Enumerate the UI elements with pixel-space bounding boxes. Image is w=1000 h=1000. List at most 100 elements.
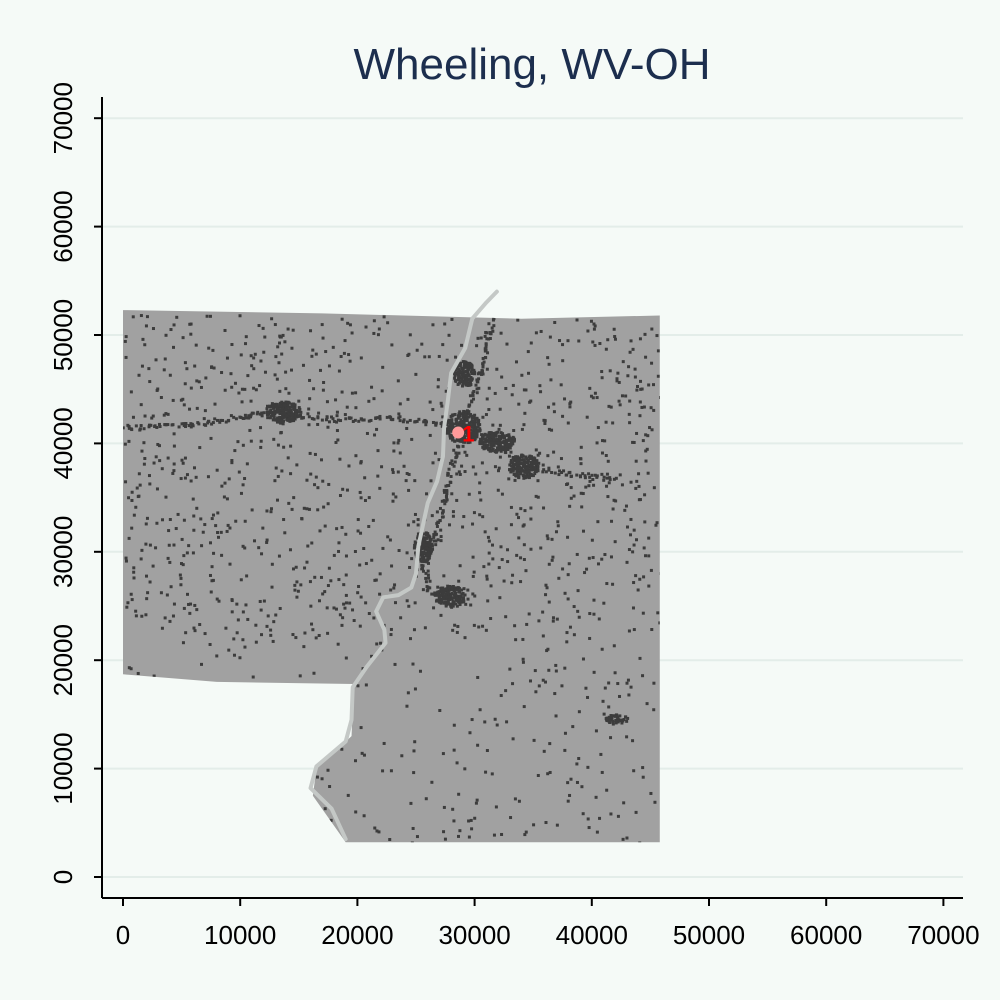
developed-pixel — [536, 479, 540, 483]
developed-pixel — [451, 807, 455, 811]
developed-pixel — [626, 374, 630, 378]
developed-pixel — [457, 470, 461, 474]
developed-pixel — [132, 576, 136, 580]
developed-pixel — [467, 381, 471, 385]
developed-pixel — [570, 474, 574, 478]
developed-pixel — [554, 714, 558, 718]
developed-pixel — [208, 314, 212, 318]
developed-pixel — [195, 506, 199, 510]
developed-pixel — [466, 374, 470, 378]
developed-pixel — [487, 386, 491, 390]
developed-pixel — [509, 816, 513, 820]
developed-pixel — [584, 485, 588, 489]
developed-pixel — [416, 536, 420, 540]
developed-pixel — [546, 454, 550, 458]
developed-pixel — [446, 592, 450, 596]
y-tick-label: 0 — [48, 870, 78, 884]
developed-pixel — [521, 657, 525, 661]
developed-pixel — [578, 457, 582, 461]
developed-pixel — [343, 606, 347, 610]
developed-pixel — [398, 402, 402, 406]
developed-pixel — [450, 597, 454, 601]
developed-pixel — [450, 459, 454, 463]
y-tick-label: 10000 — [48, 732, 78, 804]
developed-pixel — [316, 508, 320, 512]
developed-pixel — [249, 415, 253, 419]
developed-pixel — [561, 414, 565, 418]
developed-pixel — [416, 532, 420, 536]
developed-pixel — [288, 414, 292, 418]
developed-pixel — [423, 560, 427, 564]
x-tick-label: 20000 — [321, 920, 393, 950]
developed-pixel — [223, 388, 227, 392]
developed-pixel — [172, 323, 176, 327]
developed-pixel — [464, 430, 468, 434]
developed-pixel — [372, 319, 376, 323]
developed-pixel — [293, 417, 297, 421]
developed-pixel — [592, 598, 596, 602]
developed-pixel — [493, 391, 497, 395]
developed-pixel — [430, 542, 434, 546]
developed-pixel — [416, 523, 420, 527]
developed-pixel — [587, 556, 591, 560]
developed-pixel — [625, 560, 629, 564]
developed-pixel — [250, 411, 254, 415]
developed-pixel — [640, 405, 644, 409]
developed-pixel — [174, 527, 178, 531]
developed-pixel — [455, 761, 459, 765]
developed-pixel — [631, 739, 635, 743]
developed-pixel — [631, 550, 635, 554]
developed-pixel — [183, 456, 187, 460]
developed-pixel — [409, 801, 413, 805]
developed-pixel — [228, 562, 232, 566]
developed-pixel — [446, 590, 450, 594]
developed-pixel — [281, 333, 285, 337]
developed-pixel — [642, 575, 646, 579]
developed-pixel — [461, 596, 465, 600]
developed-pixel — [294, 412, 298, 416]
developed-pixel — [521, 660, 525, 664]
developed-pixel — [164, 495, 168, 499]
developed-pixel — [318, 529, 322, 533]
developed-pixel — [476, 743, 480, 747]
developed-pixel — [167, 529, 171, 533]
developed-pixel — [572, 605, 576, 609]
developed-pixel — [506, 548, 510, 552]
developed-pixel — [541, 463, 545, 467]
developed-pixel — [575, 762, 579, 766]
y-tick-label: 40000 — [48, 407, 78, 479]
developed-pixel — [307, 407, 311, 411]
point-marker: 1 — [452, 422, 474, 447]
developed-pixel — [460, 420, 464, 424]
developed-pixel — [577, 339, 581, 343]
developed-pixel — [613, 337, 617, 341]
developed-pixel — [392, 441, 396, 445]
developed-pixel — [414, 551, 418, 555]
developed-pixel — [625, 735, 629, 739]
developed-pixel — [148, 580, 152, 584]
developed-pixel — [198, 623, 202, 627]
developed-pixel — [471, 391, 475, 395]
developed-pixel — [430, 544, 434, 548]
developed-pixel — [498, 455, 502, 459]
developed-pixel — [550, 537, 554, 541]
developed-pixel — [533, 669, 537, 673]
developed-pixel — [496, 488, 500, 492]
developed-pixel — [627, 412, 631, 416]
developed-pixel — [446, 473, 450, 477]
developed-pixel — [199, 385, 203, 389]
developed-pixel — [645, 447, 649, 451]
developed-pixel — [644, 554, 648, 558]
developed-pixel — [169, 585, 173, 589]
developed-pixel — [364, 601, 368, 605]
developed-pixel — [439, 535, 443, 539]
developed-pixel — [571, 725, 575, 729]
developed-pixel — [529, 468, 533, 472]
developed-pixel — [367, 496, 371, 500]
developed-pixel — [172, 432, 176, 436]
developed-pixel — [354, 810, 358, 814]
developed-pixel — [634, 810, 638, 814]
developed-pixel — [425, 536, 429, 540]
developed-pixel — [258, 384, 262, 388]
developed-pixel — [163, 357, 167, 361]
